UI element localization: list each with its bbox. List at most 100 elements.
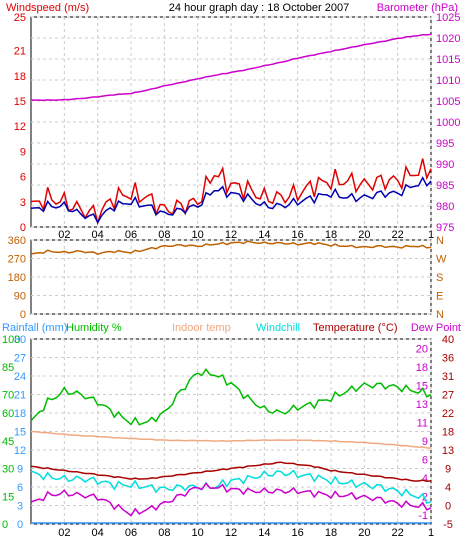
x-tick-label-wind: 02 <box>58 229 70 241</box>
x-tick-label-wind: 22 <box>392 229 404 241</box>
wind-tick-label: 3 <box>20 197 26 209</box>
x-tick-label-temp: 02 <box>58 527 70 539</box>
x-tick-label-wind: 04 <box>92 229 104 241</box>
windchill-legend: Windchill <box>256 322 300 334</box>
baro-tick-label: 980 <box>436 201 454 213</box>
wind-tick-label: 15 <box>14 96 26 108</box>
humidity-tick-label: 45 <box>2 436 14 448</box>
x-tick-label-wind: 1 <box>428 229 434 241</box>
baro-tick-label: 990 <box>436 159 454 171</box>
x-tick-label-temp: 08 <box>158 527 170 539</box>
compass-tick-label: W <box>436 254 447 266</box>
wind-tick-label: 6 <box>20 172 26 184</box>
wind-direction-line <box>30 240 432 256</box>
rain-tick-label: 12 <box>14 445 26 457</box>
windspeed-legend: Windspeed (m/s) <box>6 2 89 14</box>
baro-tick-label: 1005 <box>436 96 460 108</box>
dewpoint-line <box>30 482 432 517</box>
x-tick-label-temp: 18 <box>325 527 337 539</box>
humidity-tick-label: 0 <box>2 519 8 531</box>
rain-tick-label: 27 <box>14 353 26 365</box>
x-tick-label-wind: 12 <box>225 229 237 241</box>
rain-tick-label: 24 <box>14 371 26 383</box>
wind-tick-label: 12 <box>14 121 26 133</box>
baro-tick-label: 975 <box>436 222 454 234</box>
x-tick-label-temp: 04 <box>92 527 104 539</box>
temp-tick-label: 4 <box>445 482 451 494</box>
wind-tick-label: 9 <box>20 146 26 158</box>
x-tick-label-wind: 20 <box>358 229 370 241</box>
x-tick-label-wind: 10 <box>192 229 204 241</box>
temperature-line <box>30 461 432 483</box>
graph-title: 24 hour graph day : 18 October 2007 <box>169 2 349 14</box>
compass-tick-label: E <box>436 291 443 303</box>
direction-tick-label: 270 <box>8 254 26 266</box>
direction-tick-label: 180 <box>8 272 26 284</box>
dewpoint-tick-label: 6 <box>422 454 428 466</box>
rain-tick-label: 9 <box>17 464 23 476</box>
gust-average-line <box>30 176 432 224</box>
rain-tick-label: 0 <box>17 519 23 531</box>
dewpoint-tick-label: 15 <box>416 380 428 392</box>
baro-tick-label: 995 <box>436 138 454 150</box>
windchill-line <box>30 469 432 505</box>
baro-tick-label: 1000 <box>436 117 460 129</box>
direction-tick-label: 360 <box>8 235 26 247</box>
wind-tick-label: 21 <box>14 46 26 58</box>
compass-tick-label: S <box>436 272 443 284</box>
dewpoint-tick-label: 11 <box>417 417 428 429</box>
temp-tick-label: 40 <box>442 334 454 346</box>
humidity-tick-label: 100 <box>2 334 20 346</box>
temp-tick-label: 22 <box>442 408 454 420</box>
x-tick-label-wind: 16 <box>292 229 304 241</box>
temp-tick-label: 18 <box>442 427 454 439</box>
baro-tick-label: 1020 <box>436 33 460 45</box>
rain-tick-label: 30 <box>14 334 26 346</box>
humidity-tick-label: 30 <box>2 464 14 476</box>
x-tick-label-temp: 10 <box>192 527 204 539</box>
humidity-legend: Humidity % <box>66 322 122 334</box>
rain-tick-label: 21 <box>14 390 26 402</box>
humidity-tick-label: 85 <box>2 362 14 374</box>
x-tick-label-wind: 06 <box>125 229 137 241</box>
dewpoint-tick-label: 13 <box>416 399 428 411</box>
barometer-legend: Barometer (hPa) <box>377 2 458 14</box>
humidity-tick-label: 15 <box>2 491 14 503</box>
dewpoint-legend: Dew Point <box>411 322 461 334</box>
dewpoint-tick-label: 4 <box>422 473 428 485</box>
x-tick-label-wind: 08 <box>158 229 170 241</box>
indoor-temp-legend: Indoor temp <box>172 322 231 334</box>
direction-tick-label: 90 <box>14 291 26 303</box>
dewpoint-tick-label: 20 <box>416 343 428 355</box>
x-tick-label-temp: 06 <box>125 527 137 539</box>
x-tick-label-temp: 22 <box>392 527 404 539</box>
indoor-temp-line <box>30 430 432 449</box>
temperature-legend: Temperature (°C) <box>313 322 397 334</box>
dewpoint-tick-label: 9 <box>422 436 428 448</box>
wind-tick-label: 25 <box>14 12 26 24</box>
x-tick-label-temp: 1 <box>428 527 434 539</box>
baro-tick-label: 985 <box>436 180 454 192</box>
dewpoint-tick-label: 18 <box>416 362 428 374</box>
x-tick-label-wind: 14 <box>258 229 270 241</box>
x-tick-label-wind: 18 <box>325 229 337 241</box>
x-tick-label-temp: 16 <box>292 527 304 539</box>
wind-tick-label: 18 <box>14 71 26 83</box>
baro-tick-label: 1015 <box>436 54 460 66</box>
x-tick-label-temp: 14 <box>258 527 270 539</box>
temp-tick-label: 9 <box>445 464 451 476</box>
temp-tick-label: 0 <box>445 501 451 513</box>
x-tick-label-temp: 20 <box>358 527 370 539</box>
rain-tick-label: 6 <box>17 482 23 494</box>
compass-tick-label: N <box>436 235 444 247</box>
temp-tick-label: 36 <box>442 353 454 365</box>
compass-tick-label: N <box>436 309 444 321</box>
temp-tick-label: 31 <box>442 371 454 383</box>
temp-tick-label: -5 <box>443 519 453 531</box>
direction-tick-label: 0 <box>20 309 26 321</box>
rain-tick-label: 15 <box>14 427 26 439</box>
temp-tick-label: 27 <box>442 390 454 402</box>
rain-tick-label: 18 <box>14 408 26 420</box>
humidity-line <box>30 368 432 426</box>
